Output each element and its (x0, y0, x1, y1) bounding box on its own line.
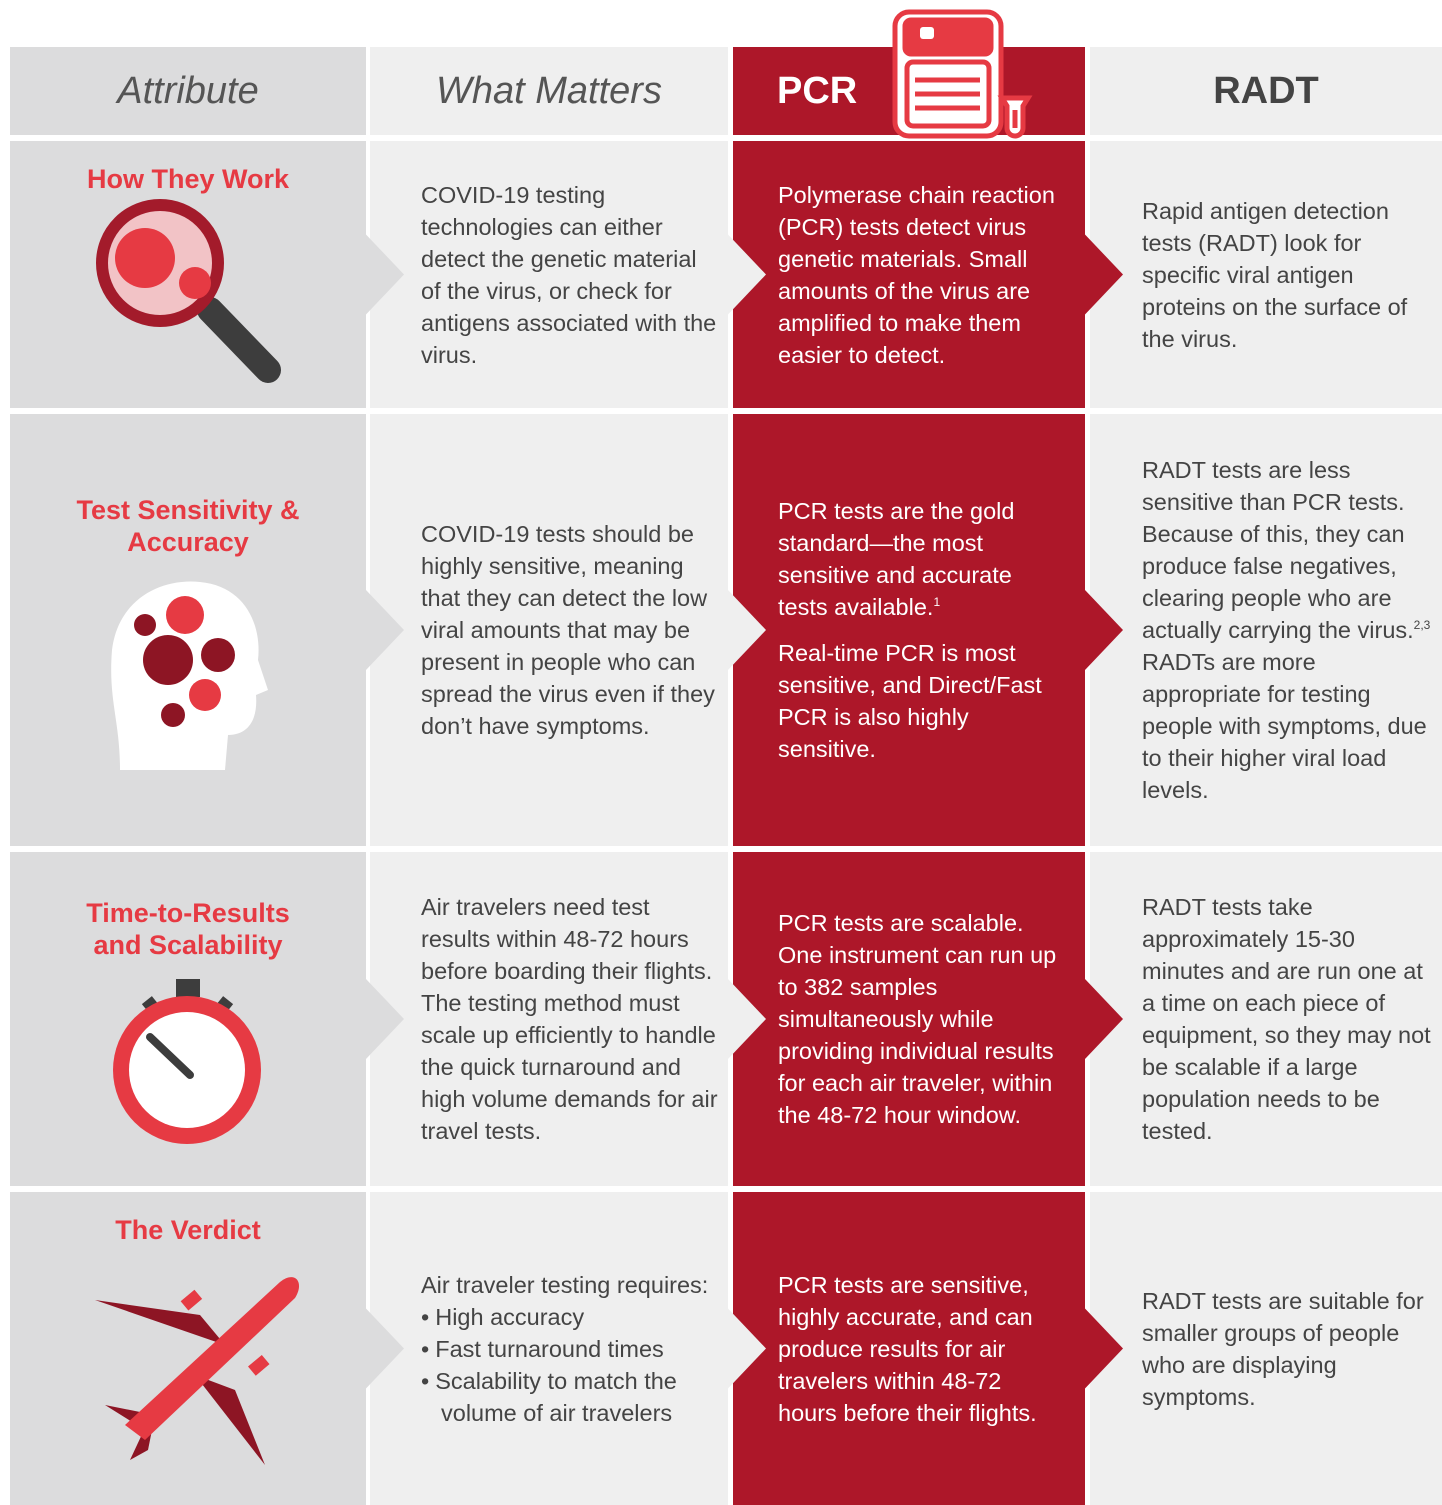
header-cell: PCR (733, 47, 1085, 135)
header-attribute: Attribute (117, 69, 259, 112)
footnote-ref: 2,3 (1413, 618, 1431, 633)
attribute-cell: Time-to-Results and Scalability (10, 852, 366, 1186)
text: PCR tests are sensitive, highly accurate… (778, 1271, 1037, 1426)
text: Real-time PCR is most sensitive, and Dir… (778, 640, 1042, 762)
paragraph: RADT tests take approximately 15-30 minu… (1142, 891, 1432, 1147)
paragraph: Rapid antigen detection tests (RADT) loo… (1142, 195, 1432, 355)
header-pcr: PCR (777, 69, 858, 112)
text: COVID-19 testing technologies can either… (421, 181, 717, 368)
header-cell: Attribute (10, 47, 366, 135)
header-what-matters: What Matters (436, 69, 662, 112)
attribute-title: How They Work (86, 164, 290, 194)
paragraph: Air traveler testing requires: High accur… (421, 1269, 721, 1429)
text: PCR tests are scalable. One instrument c… (778, 910, 1057, 1128)
bullet: High accuracy (421, 1301, 721, 1333)
text: RADT tests are suitable for smaller grou… (1142, 1287, 1424, 1410)
text: RADT tests are less sensitive than PCR t… (1142, 457, 1414, 643)
paragraph: Real-time PCR is most sensitive, and Dir… (778, 637, 1058, 765)
paragraph: Polymerase chain reaction (PCR) tests de… (778, 179, 1058, 371)
text: Air traveler testing requires: (421, 1271, 709, 1298)
paragraph: COVID-19 testing technologies can either… (421, 179, 721, 371)
cell-pcr: PCR tests are sensitive, highly accurate… (733, 1192, 1085, 1505)
paragraph: RADT tests are suitable for smaller grou… (1142, 1285, 1432, 1413)
text: Polymerase chain reaction (PCR) tests de… (778, 181, 1055, 368)
cell-radt: RADT tests take approximately 15-30 minu… (1090, 852, 1442, 1186)
attribute-title: The Verdict (115, 1215, 261, 1245)
footnote-ref: 1 (933, 595, 941, 610)
attribute-title: Time-to-Results and Scalability (86, 898, 290, 960)
cell-radt: RADT tests are suitable for smaller grou… (1090, 1192, 1442, 1505)
paragraph: RADT tests are less sensitive than PCR t… (1142, 454, 1432, 806)
cell-what-matters: Air travelers need test results within 4… (370, 852, 728, 1186)
cell-pcr: PCR tests are the gold standard—the most… (733, 414, 1085, 846)
bullet: Scalability to match the volume of air t… (421, 1365, 721, 1429)
text: PCR tests are the gold standard—the most… (778, 498, 1015, 620)
paragraph: Air travelers need test results within 4… (421, 891, 721, 1147)
text: Air travelers need test results within 4… (421, 894, 718, 1144)
attribute-title: Test Sensitivity & Accuracy (76, 495, 300, 557)
cell-radt: RADT tests are less sensitive than PCR t… (1090, 414, 1442, 846)
cell-what-matters: COVID-19 testing technologies can either… (370, 141, 728, 408)
cell-what-matters: Air traveler testing requires: High accur… (370, 1192, 728, 1505)
cell-pcr: Polymerase chain reaction (PCR) tests de… (733, 141, 1085, 408)
bullet: Fast turnaround times (421, 1333, 721, 1365)
text: RADTs are more appropriate for testing p… (1142, 649, 1427, 803)
paragraph: COVID-19 tests should be highly sensitiv… (421, 518, 721, 742)
attribute-cell: Test Sensitivity & Accuracy (10, 414, 366, 846)
bullet-list: High accuracyFast turnaround timesScalab… (421, 1301, 721, 1429)
text: Rapid antigen detection tests (RADT) loo… (1142, 197, 1408, 352)
cell-pcr: PCR tests are scalable. One instrument c… (733, 852, 1085, 1186)
paragraph: PCR tests are sensitive, highly accurate… (778, 1269, 1058, 1429)
paragraph: PCR tests are the gold standard—the most… (778, 495, 1058, 623)
text: COVID-19 tests should be highly sensitiv… (421, 521, 715, 739)
paragraph: PCR tests are scalable. One instrument c… (778, 907, 1058, 1131)
header-radt: RADT (1213, 69, 1319, 112)
cell-what-matters: COVID-19 tests should be highly sensitiv… (370, 414, 728, 846)
header-cell: RADT (1090, 47, 1442, 135)
text: RADT tests take approximately 15-30 minu… (1142, 894, 1431, 1144)
header-cell: What Matters (370, 47, 728, 135)
cell-radt: Rapid antigen detection tests (RADT) loo… (1090, 141, 1442, 408)
attribute-cell: How They Work (10, 141, 366, 408)
attribute-cell: The Verdict (10, 1192, 366, 1505)
